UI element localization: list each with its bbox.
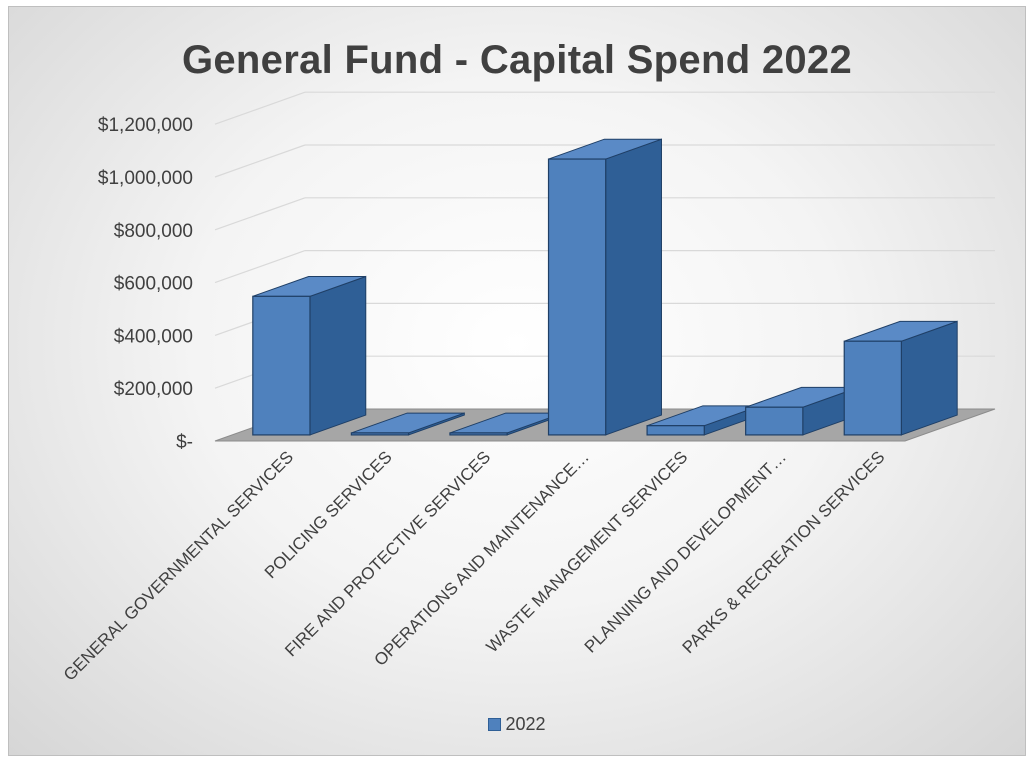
gridline bbox=[214, 250, 306, 284]
bar bbox=[252, 275, 367, 436]
y-tick-label: $400,000 bbox=[114, 326, 193, 347]
bar bbox=[843, 320, 958, 436]
y-tick-label: $200,000 bbox=[114, 379, 193, 400]
gridline bbox=[214, 91, 306, 125]
bar bbox=[350, 412, 465, 436]
y-axis: $- $200,000 $400,000 $600,000 $800,000 $1,000… bbox=[98, 115, 193, 453]
bar bbox=[547, 138, 662, 436]
legend-swatch bbox=[488, 718, 502, 731]
x-tick-label: PLANNING AND DEVELOPMENT… bbox=[581, 447, 790, 656]
y-tick-label: $1,000,000 bbox=[98, 168, 193, 189]
chart-title: General Fund - Capital Spend 2022 bbox=[181, 38, 853, 82]
x-tick-label: PARKS & RECREATION SERVICES bbox=[679, 447, 889, 657]
legend-label: 2022 bbox=[505, 714, 546, 734]
y-tick-label: $- bbox=[176, 432, 193, 453]
y-tick-label: $800,000 bbox=[114, 221, 193, 242]
bars bbox=[252, 138, 958, 436]
gridline bbox=[214, 197, 306, 231]
x-tick-label: OPERATIONS AND MAINTENANCE… bbox=[371, 447, 593, 669]
y-tick-label: $1,200,000 bbox=[98, 115, 193, 136]
x-tick-label: WASTE MANAGEMENT SERVICES bbox=[482, 447, 691, 656]
x-tick-label: GENERAL GOVERNMENTAL SERVICES bbox=[60, 447, 297, 684]
gridline bbox=[214, 144, 306, 178]
legend: 2022 bbox=[0, 714, 1034, 735]
x-tick-label: FIRE AND PROTECTIVE SERVICES bbox=[281, 447, 494, 660]
y-tick-label: $600,000 bbox=[114, 274, 193, 295]
